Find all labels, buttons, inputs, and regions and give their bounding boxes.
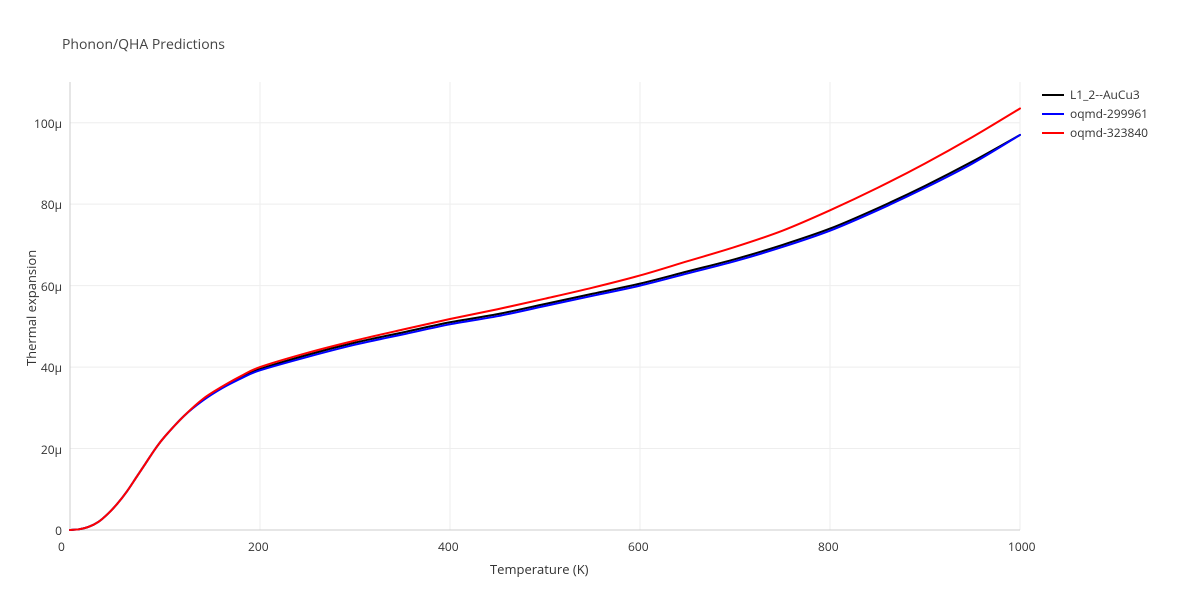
y-tick-label: 40μ (41, 359, 62, 376)
y-tick-label: 100μ (34, 115, 62, 132)
y-tick-label: 60μ (41, 278, 62, 295)
legend-swatch (1042, 113, 1064, 115)
series-line[interactable] (70, 108, 1020, 530)
series-line[interactable] (70, 135, 1020, 530)
legend-item[interactable]: oqmd-299961 (1042, 105, 1148, 122)
y-tick-label: 80μ (41, 196, 62, 213)
legend-item[interactable]: oqmd-323840 (1042, 124, 1148, 141)
legend-swatch (1042, 94, 1064, 96)
x-tick-label: 400 (438, 538, 459, 555)
series-line[interactable] (70, 135, 1020, 530)
y-tick-label: 20μ (41, 441, 62, 458)
y-axis-label: Thermal expansion (22, 250, 40, 366)
x-tick-label: 800 (818, 538, 839, 555)
y-tick-label: 0 (55, 522, 62, 539)
x-axis-label: Temperature (K) (490, 560, 589, 578)
legend-label: oqmd-323840 (1070, 124, 1148, 141)
legend-label: oqmd-299961 (1070, 105, 1148, 122)
x-tick-label: 600 (628, 538, 649, 555)
chart-container: Phonon/QHA Predictions Temperature (K) T… (0, 0, 1200, 600)
legend-item[interactable]: L1_2--AuCu3 (1042, 86, 1148, 103)
legend-swatch (1042, 132, 1064, 134)
plot-area (0, 0, 1200, 600)
x-tick-label: 0 (58, 538, 65, 555)
legend: L1_2--AuCu3 oqmd-299961 oqmd-323840 (1042, 86, 1148, 143)
x-tick-label: 200 (248, 538, 269, 555)
x-tick-label: 1000 (1008, 538, 1035, 555)
legend-label: L1_2--AuCu3 (1070, 86, 1140, 103)
